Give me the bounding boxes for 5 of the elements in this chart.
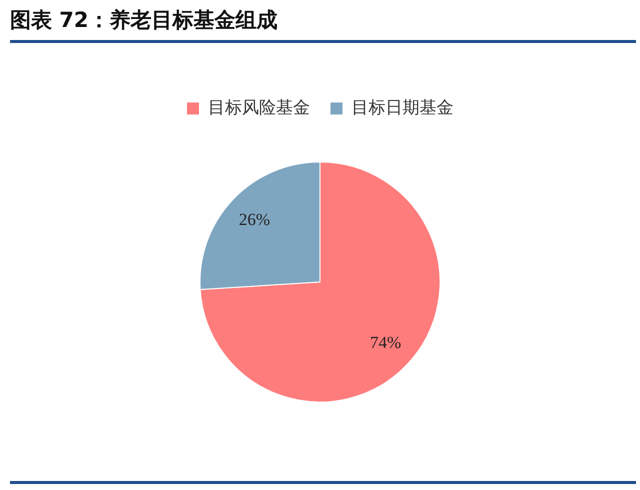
data-label: 26% (238, 210, 270, 229)
legend-label: 目标风险基金 (208, 98, 310, 118)
chart-title: 图表 72：养老目标基金组成 (10, 4, 636, 43)
legend-label: 目标日期基金 (352, 98, 454, 118)
data-label: 74% (370, 333, 402, 352)
